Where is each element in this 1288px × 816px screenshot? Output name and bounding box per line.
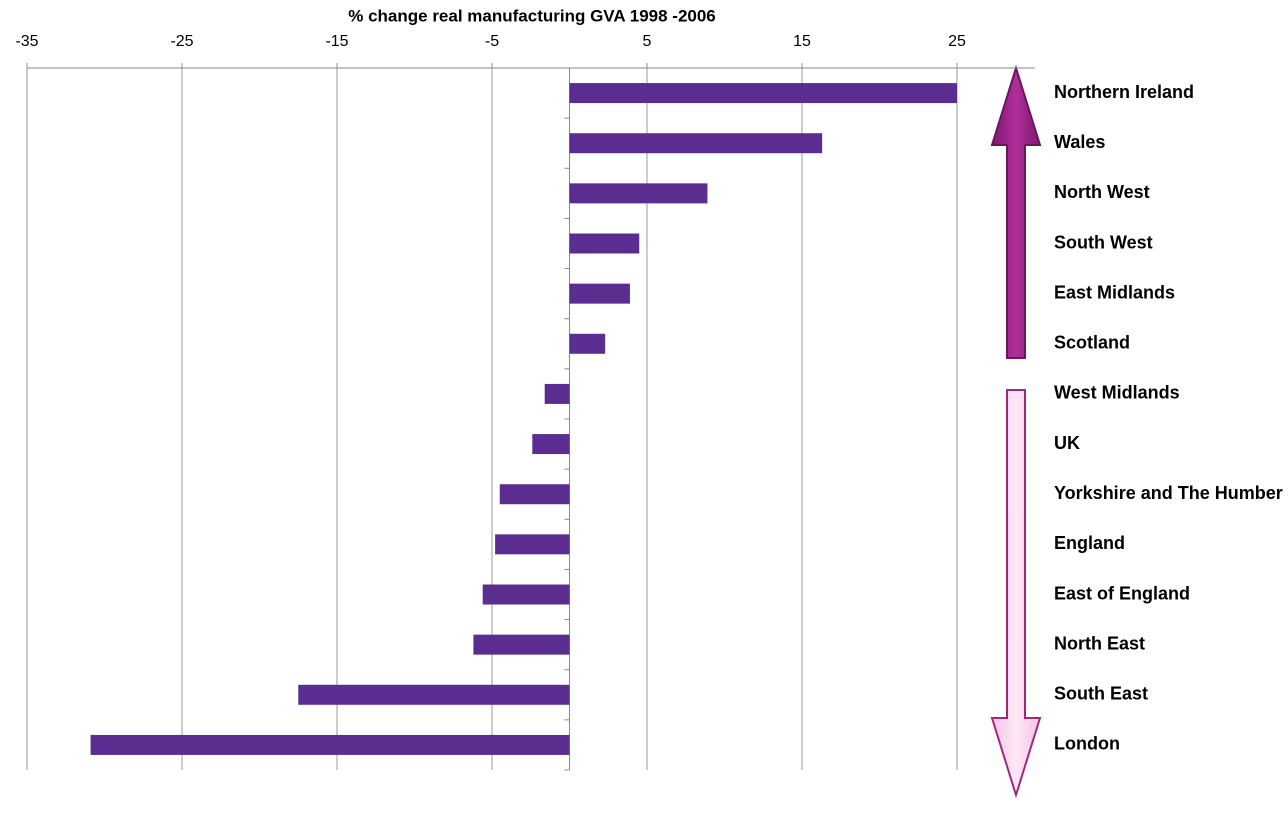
bar [499, 484, 570, 505]
bar [473, 634, 570, 655]
x-tick-label: -15 [325, 33, 348, 50]
bar [569, 133, 823, 154]
category-label: South East [1054, 684, 1148, 704]
category-label: Wales [1054, 132, 1105, 152]
category-label: South West [1054, 232, 1153, 252]
category-label: London [1054, 734, 1120, 754]
bar [569, 283, 630, 304]
x-tick-label: 15 [793, 33, 811, 50]
bar [495, 534, 570, 555]
down-arrow [990, 389, 1042, 799]
chart-title: % change real manufacturing GVA 1998 -20… [348, 6, 716, 25]
category-label: UK [1054, 433, 1080, 453]
bar [482, 584, 570, 605]
category-label: East of England [1054, 583, 1190, 603]
arrows [990, 64, 1042, 799]
category-label: North West [1054, 182, 1150, 202]
x-tick-label: -25 [170, 33, 193, 50]
category-label: East Midlands [1054, 282, 1175, 302]
category-label: Northern Ireland [1054, 82, 1194, 102]
up-arrow [990, 64, 1042, 359]
bar [569, 83, 957, 104]
bar [569, 333, 606, 354]
bar [569, 233, 640, 254]
category-label: West Midlands [1054, 383, 1180, 403]
bar [90, 734, 570, 755]
x-tick-label: 5 [643, 33, 652, 50]
x-tick-label: 25 [948, 33, 966, 50]
x-tick-label: -5 [485, 33, 499, 50]
category-label: Scotland [1054, 333, 1130, 353]
bar [569, 183, 708, 204]
bar [298, 684, 570, 705]
x-tick-label: -35 [15, 33, 38, 50]
category-label: North East [1054, 633, 1145, 653]
category-label: Yorkshire and The Humber [1054, 483, 1283, 503]
bar [532, 434, 570, 455]
bar [544, 383, 570, 404]
category-label: England [1054, 533, 1125, 553]
